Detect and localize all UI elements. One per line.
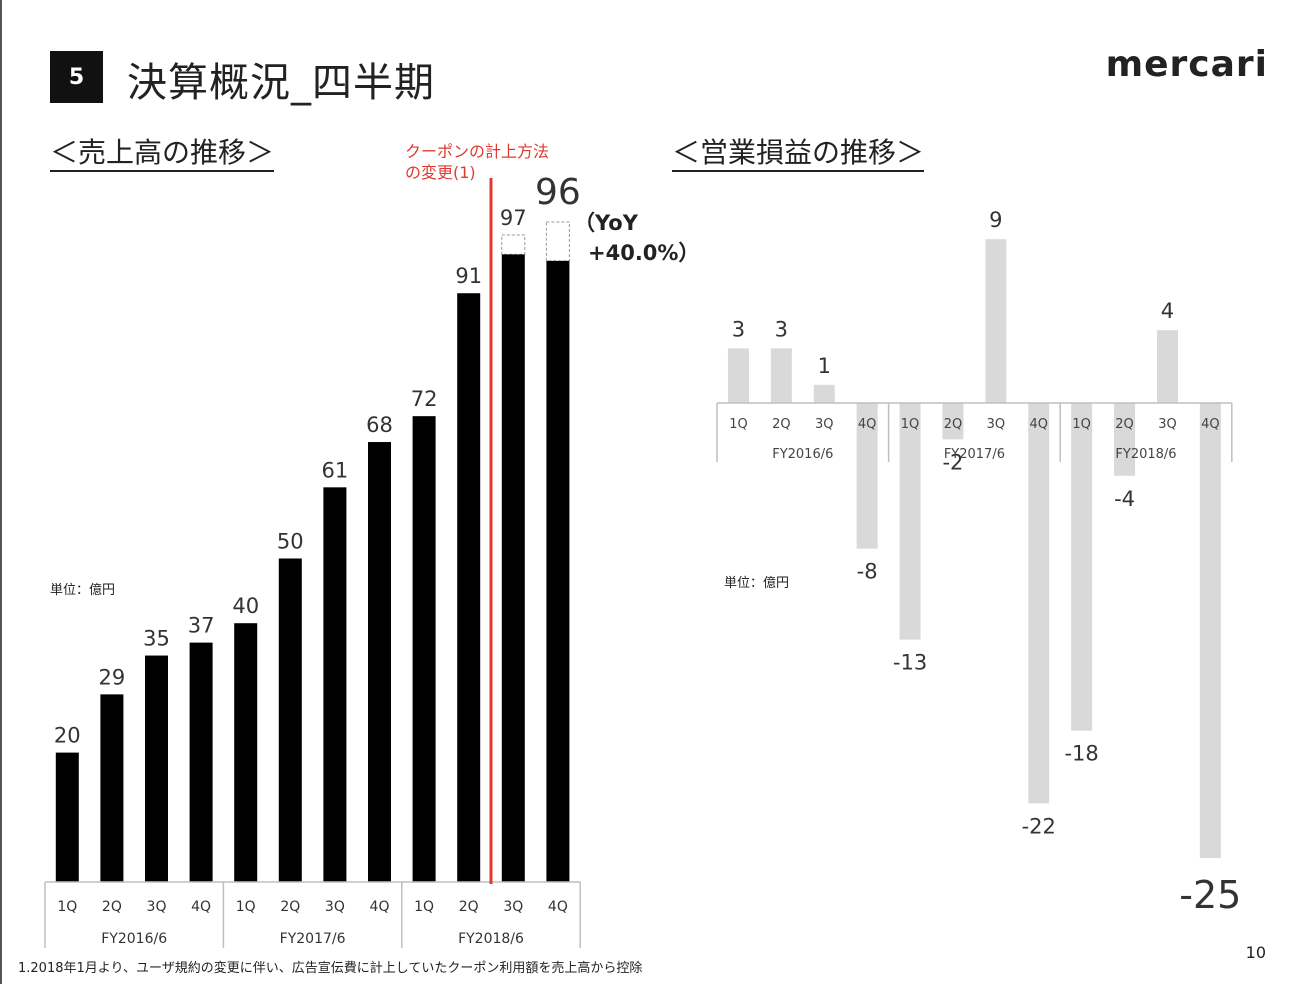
revenue-value-label: 35 xyxy=(143,627,170,651)
operating-value-label: -25 xyxy=(1179,873,1241,917)
revenue-unit-label: 単位：億円 xyxy=(50,582,115,598)
operating-quarter-tick: 4Q xyxy=(858,417,877,432)
revenue-fiscal-year-label: FY2016/6 xyxy=(101,931,167,947)
operating-bar xyxy=(985,239,1007,403)
operating-quarter-tick: 3Q xyxy=(1158,417,1177,432)
operating-value-label: 1 xyxy=(818,354,831,378)
revenue-value-label: 37 xyxy=(188,614,215,638)
operating-value-label: -8 xyxy=(857,560,878,584)
revenue-value-label: 72 xyxy=(411,387,438,411)
revenue-value-label: 40 xyxy=(232,594,259,618)
revenue-value-label: 91 xyxy=(455,264,482,288)
revenue-quarter-tick: 3Q xyxy=(147,899,167,915)
operating-value-label: -4 xyxy=(1114,487,1135,511)
operating-value-label: 4 xyxy=(1161,299,1174,323)
operating-fiscal-year-label: FY2016/6 xyxy=(772,447,833,462)
revenue-quarter-tick: 1Q xyxy=(57,899,77,915)
operating-quarter-tick: 1Q xyxy=(1072,417,1091,432)
revenue-fiscal-year-label: FY2017/6 xyxy=(280,931,346,947)
operating-bar xyxy=(1199,403,1221,858)
revenue-bar xyxy=(412,416,436,882)
operating-value-label: -13 xyxy=(893,651,927,675)
revenue-quarter-tick: 2Q xyxy=(280,899,300,915)
operating-bar xyxy=(1071,403,1093,731)
revenue-chart-title: ＜売上高の推移＞ xyxy=(50,136,275,172)
revenue-pre-change-bar xyxy=(545,221,570,262)
operating-value-label: -22 xyxy=(1022,814,1056,838)
revenue-value-label: 97 xyxy=(500,206,527,230)
operating-quarter-tick: 4Q xyxy=(1201,417,1220,432)
revenue-quarter-tick: 4Q xyxy=(191,899,211,915)
section-number-badge: 5 xyxy=(50,51,103,103)
revenue-value-label: 68 xyxy=(366,413,393,437)
operating-quarter-tick: 3Q xyxy=(987,417,1006,432)
operating-bar xyxy=(770,348,792,403)
revenue-bar xyxy=(189,642,213,882)
operating-quarter-tick: 4Q xyxy=(1029,417,1048,432)
operating-quarter-tick: 2Q xyxy=(772,417,791,432)
revenue-quarter-tick: 3Q xyxy=(325,899,345,915)
coupon-annotation-line2: の変更(1) xyxy=(405,163,476,182)
yoy-label-line1: （YoY xyxy=(574,211,639,235)
operating-bar xyxy=(1156,330,1178,403)
revenue-bar xyxy=(368,442,391,882)
footnote: 1.2018年1月より、ユーザ規約の変更に伴い、広告宣伝費に計上していたクーポン… xyxy=(18,961,643,976)
revenue-bar xyxy=(55,752,79,882)
revenue-bar xyxy=(501,254,525,882)
revenue-bar xyxy=(234,623,258,882)
revenue-quarter-tick: 4Q xyxy=(370,899,390,915)
revenue-value-label: 96 xyxy=(535,172,581,213)
slide-title: 決算概況_四半期 xyxy=(127,60,435,106)
revenue-bar xyxy=(323,487,347,882)
operating-bar xyxy=(856,403,878,549)
operating-quarter-tick: 1Q xyxy=(729,417,748,432)
operating-fiscal-year-label: FY2017/6 xyxy=(944,447,1005,462)
operating-value-label: -18 xyxy=(1064,742,1098,766)
revenue-bar xyxy=(100,694,124,882)
operating-value-label: 3 xyxy=(732,317,745,341)
operating-bar xyxy=(813,384,835,403)
revenue-bar xyxy=(278,558,302,882)
revenue-quarter-tick: 2Q xyxy=(459,899,479,915)
operating-value-label: 9 xyxy=(989,208,1002,232)
operating-quarter-tick: 3Q xyxy=(815,417,834,432)
operating-value-label: 3 xyxy=(775,317,788,341)
revenue-quarter-tick: 1Q xyxy=(414,899,434,915)
yoy-label-line2: +40.0%） xyxy=(588,241,699,265)
revenue-bar xyxy=(457,293,481,883)
revenue-quarter-tick: 4Q xyxy=(548,899,568,915)
revenue-fiscal-year-label: FY2018/6 xyxy=(458,931,524,947)
revenue-quarter-tick: 2Q xyxy=(102,899,122,915)
revenue-bar xyxy=(546,260,570,882)
operating-bar xyxy=(899,403,921,640)
coupon-annotation-line1: クーポンの計上方法 xyxy=(405,142,549,161)
operating-fiscal-year-label: FY2018/6 xyxy=(1115,447,1176,462)
operating-unit-label: 単位：億円 xyxy=(724,575,789,591)
revenue-value-label: 50 xyxy=(277,530,304,554)
revenue-value-label: 61 xyxy=(322,458,349,482)
revenue-value-label: 29 xyxy=(99,665,126,689)
revenue-pre-change-bar xyxy=(501,234,526,255)
operating-quarter-tick: 2Q xyxy=(1115,417,1134,432)
left-border xyxy=(0,0,2,984)
revenue-bar xyxy=(145,655,168,882)
revenue-quarter-tick: 3Q xyxy=(503,899,523,915)
operating-bar xyxy=(1028,403,1050,804)
operating-income-chart-title: ＜営業損益の推移＞ xyxy=(672,136,925,172)
mercari-logo: mercari xyxy=(1105,44,1268,85)
revenue-value-label: 20 xyxy=(54,724,81,748)
revenue-quarter-tick: 1Q xyxy=(236,899,256,915)
page-number: 10 xyxy=(1245,943,1266,962)
operating-bar xyxy=(727,348,749,403)
operating-bar xyxy=(942,403,964,440)
operating-quarter-tick: 1Q xyxy=(901,417,920,432)
operating-quarter-tick: 2Q xyxy=(944,417,963,432)
operating-value-label: -2 xyxy=(942,450,963,474)
operating-bar xyxy=(1114,403,1136,476)
